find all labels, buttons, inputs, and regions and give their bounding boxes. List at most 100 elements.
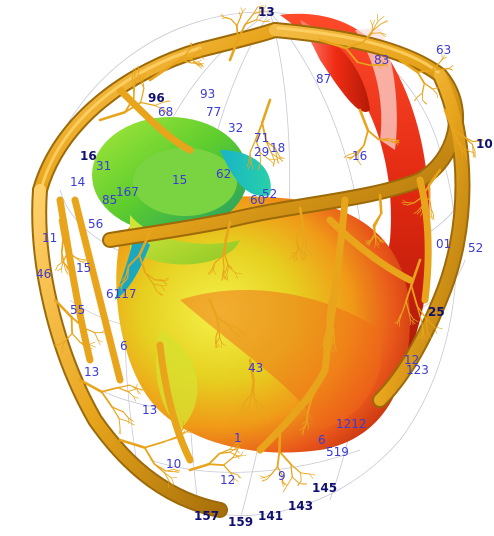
vessel-branch: [232, 450, 238, 459]
vessel-branch: [420, 211, 423, 217]
vessel-branch: [326, 317, 335, 331]
vessel-branch: [232, 331, 238, 337]
vessel-branch: [368, 240, 372, 246]
vessel-branch: [138, 230, 152, 257]
vessel-branch: [132, 79, 140, 88]
vessel-branch: [197, 51, 203, 53]
vessel-branch: [143, 446, 156, 466]
vessel-branch: [265, 140, 277, 150]
vessel-branch: [223, 275, 229, 281]
vessel-branch: [80, 261, 86, 264]
vessel-branch: [416, 92, 423, 98]
vessel-branch: [134, 74, 136, 85]
vessel-branch: [276, 465, 283, 476]
vessel-branch: [127, 254, 141, 268]
vessel-branch: [244, 404, 250, 411]
vessel-branch: [305, 248, 312, 254]
vessel-branch: [303, 422, 308, 431]
vessel-branch: [416, 304, 427, 320]
vessel-branch: [291, 476, 300, 484]
vessel-branch: [302, 224, 308, 241]
vessel-branch: [131, 78, 134, 88]
vessel-branch: [248, 394, 252, 406]
vessel-branch: [215, 342, 220, 347]
vessel-branch: [278, 428, 282, 453]
vessel-branch: [173, 470, 180, 473]
vessel-branch: [282, 485, 288, 493]
vessel-branch: [131, 74, 135, 80]
vessel-branch: [61, 340, 66, 348]
vessel-branch: [140, 87, 145, 104]
vessel-branch: [429, 214, 432, 220]
vessel-branch: [356, 61, 370, 66]
vessel-branch: [421, 183, 431, 198]
vessel-branch: [329, 336, 334, 343]
vessel-branch: [180, 51, 189, 61]
vessel-branch: [344, 47, 359, 64]
vessel-branch: [387, 138, 395, 141]
vessel-branch: [243, 401, 245, 410]
vessel-branch: [357, 160, 362, 166]
vessel-branch: [275, 148, 280, 157]
vessel-branch: [232, 455, 241, 459]
vessel-branch: [300, 472, 302, 482]
vessel-branch: [83, 327, 96, 334]
vessel-branch: [235, 454, 241, 457]
vessel-branch: [257, 162, 261, 170]
vessel-branch: [430, 214, 433, 221]
vessel-branch: [152, 283, 158, 293]
vessel-branch: [152, 283, 162, 287]
vessel-branch: [134, 73, 140, 85]
vessel-branch: [163, 109, 169, 117]
vessel-branch: [376, 64, 382, 69]
vessel-branch: [292, 407, 303, 411]
vessel-branch: [472, 151, 474, 157]
vessel-branch: [100, 386, 119, 393]
vessel-branch: [227, 324, 238, 329]
vessel-branch: [428, 197, 432, 209]
vessel-branch: [83, 327, 87, 342]
vessel-branch: [63, 261, 66, 271]
vessel-branch: [423, 82, 433, 90]
vessel-branch: [281, 481, 284, 488]
vessel-branch: [65, 265, 68, 271]
vessel-branch: [398, 58, 419, 74]
vessel-branch: [423, 331, 426, 341]
vessel-branch: [346, 156, 353, 159]
vessel-branch: [425, 318, 428, 332]
vessel-branch: [293, 248, 299, 257]
vessel-branch: [370, 235, 376, 243]
vessel-branch: [376, 64, 384, 67]
vessel-branch: [138, 74, 142, 81]
vessel-branch: [259, 152, 270, 160]
vessel-branch: [456, 140, 465, 149]
vessel-branch: [279, 156, 283, 162]
vessel-branch: [405, 300, 410, 313]
vessel-branch: [264, 473, 272, 478]
vessel-branch: [86, 350, 90, 356]
vessel-branch: [168, 480, 170, 488]
vessel-branch: [433, 326, 438, 335]
vessel-branch: [215, 316, 220, 330]
vessel-branch: [318, 38, 348, 50]
vessel-branch: [244, 13, 254, 26]
vessel-branch: [398, 311, 404, 319]
vessel-branch: [388, 140, 396, 143]
vessel-branch: [378, 193, 383, 215]
vessel-branch: [260, 405, 270, 408]
vessel-branch: [243, 408, 246, 415]
vessel-branch: [371, 32, 381, 34]
vessel-branch: [242, 8, 246, 13]
vessel-branch: [197, 65, 205, 68]
vessel-branch: [421, 321, 425, 333]
vessel-branch: [271, 152, 276, 162]
vessel-branch: [371, 23, 382, 32]
vessel-branch: [261, 121, 268, 143]
vessel-branch: [138, 254, 147, 274]
vessel-branch: [310, 378, 322, 400]
vessel-branch: [247, 162, 252, 170]
vessel-branch: [165, 470, 175, 473]
vessel-branch: [64, 332, 73, 342]
vessel-branch: [431, 87, 439, 90]
vessel-branch: [207, 452, 221, 466]
